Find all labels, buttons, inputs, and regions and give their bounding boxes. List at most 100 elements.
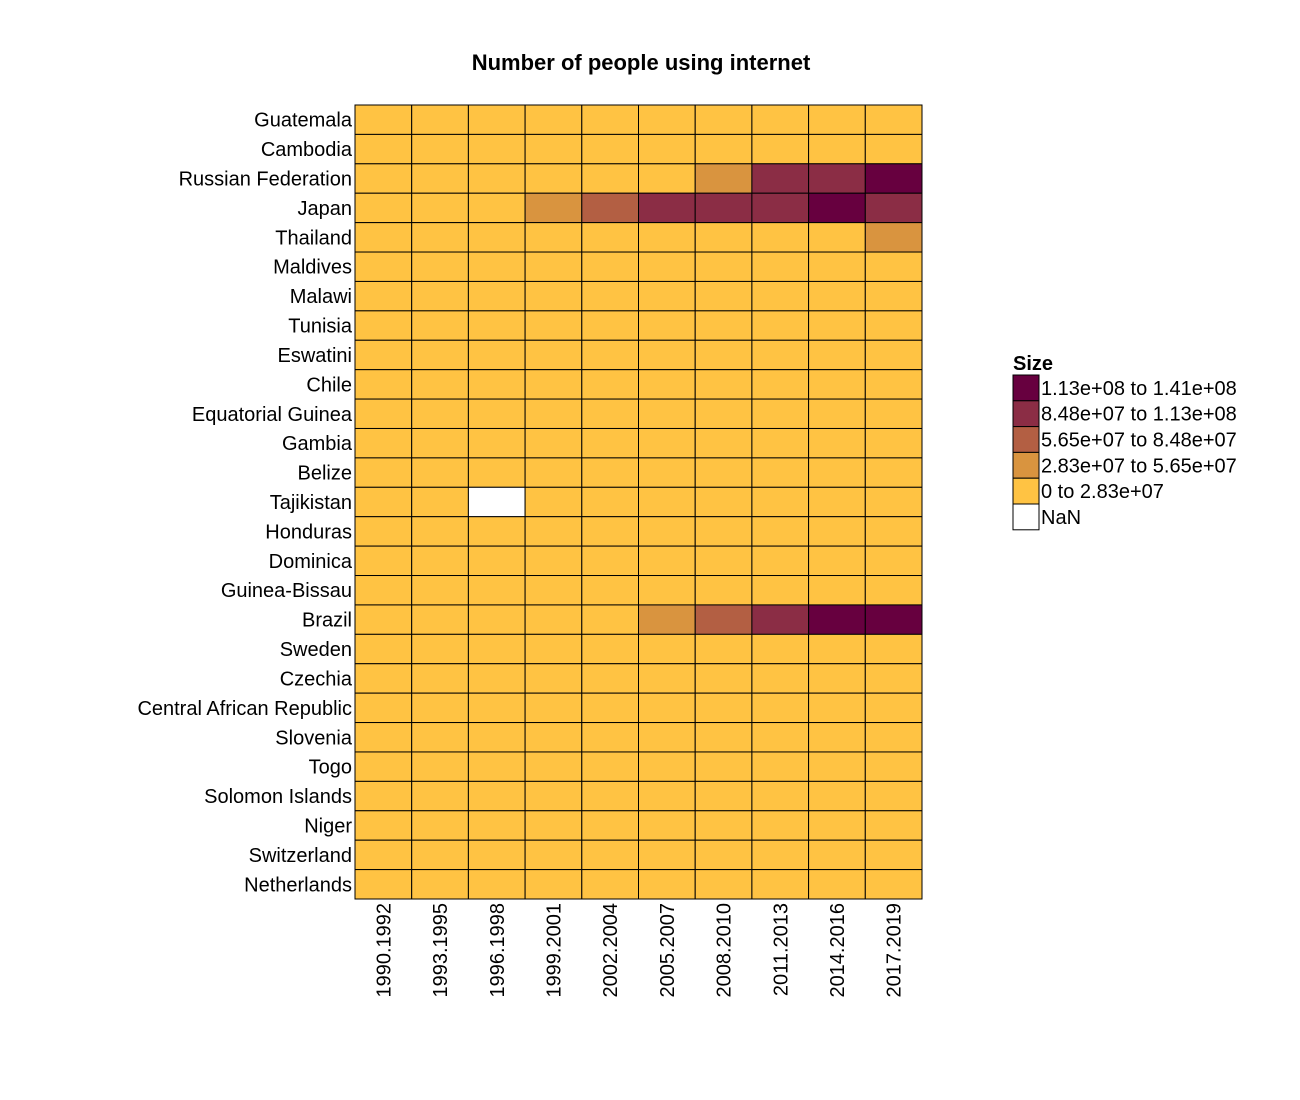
heatmap-cell [581,163,639,194]
y-tick-label: Tajikistan [270,492,352,514]
heatmap-cell [864,839,923,871]
heatmap-cell [524,692,583,724]
heatmap-cell [751,369,810,400]
heatmap-cell [638,310,696,341]
heatmap-cell [751,516,810,547]
heatmap-cell [864,810,923,841]
heatmap-cell [354,163,413,194]
heatmap-cell [581,369,639,400]
x-tick-label: 2017.2019 [884,903,906,998]
heatmap-cell [354,839,413,871]
heatmap-cell [808,163,866,194]
heatmap-cell [694,427,753,459]
heatmap-cell [467,163,526,194]
y-tick-label: Chile [306,374,352,396]
heatmap-cell [524,751,583,782]
heatmap-cell [581,516,639,547]
heatmap-cell [467,516,526,547]
heatmap-cell [411,575,469,606]
heatmap-cell [411,222,469,253]
y-tick-label: Brazil [302,610,352,632]
legend-items: 1.13e+08 to 1.41e+08 8.48e+07 to 1.13e+08… [1012,374,1237,531]
heatmap-cell [694,192,753,224]
heatmap-cell [354,869,413,900]
heatmap-cell [581,222,639,253]
heatmap-cell [864,222,923,253]
heatmap-cell [581,633,639,665]
heatmap-cell [581,133,639,165]
legend-swatch [1012,451,1040,479]
heatmap-cell [864,486,923,518]
heatmap-cell [808,192,866,224]
heatmap-cell [694,310,753,341]
heatmap-cell [638,192,696,224]
heatmap-cell [467,104,526,135]
chart-title: Number of people using internet [472,50,811,75]
heatmap-cell [638,369,696,400]
heatmap-cell [354,516,413,547]
heatmap-cell [694,104,753,135]
heatmap-cell [581,486,639,518]
heatmap-cell [694,133,753,165]
x-tick-label: 1993.1995 [430,903,452,998]
x-axis-labels: 1990.1992 1993.1995 1996.1998 1999.2001 2002… [373,903,905,998]
heatmap-cell [751,133,810,165]
heatmap-cell [411,516,469,547]
heatmap-cell [808,810,866,841]
heatmap-cell [524,310,583,341]
heatmap-cell [864,545,923,577]
heatmap-cell [411,427,469,459]
heatmap-cell [467,398,526,429]
heatmap-cell [467,780,526,812]
heatmap-cell [524,457,583,488]
heatmap-cell [467,222,526,253]
heatmap-cell [808,839,866,871]
heatmap-cell [864,516,923,547]
heatmap-cell [751,280,810,312]
y-tick-label: Guatemala [254,110,353,132]
y-tick-label: Russian Federation [179,169,352,191]
heatmap-cell [581,604,639,635]
heatmap-cell [467,339,526,371]
heatmap-cell [751,751,810,782]
heatmap-cell [354,545,413,577]
heatmap-cell [694,398,753,429]
heatmap-cell [751,457,810,488]
heatmap-cell [751,692,810,724]
heatmap-cell [581,780,639,812]
heatmap-cell [808,751,866,782]
heatmap-cell [638,222,696,253]
heatmap-cell [411,663,469,694]
heatmap-cell [694,163,753,194]
heatmap-cell [581,663,639,694]
heatmap-cell [411,369,469,400]
heatmap-cell [808,310,866,341]
heatmap-cell [638,545,696,577]
heatmap-cell [467,751,526,782]
heatmap-cell [808,222,866,253]
heatmap-cell [751,869,810,900]
heatmap-cell [581,810,639,841]
heatmap-cell [638,486,696,518]
heatmap-cell [638,457,696,488]
legend-swatch [1012,400,1040,428]
heatmap-cell [524,810,583,841]
heatmap-cell [751,575,810,606]
heatmap-cell [808,663,866,694]
x-tick-label: 1990.1992 [373,903,395,998]
heatmap-cell [808,780,866,812]
heatmap-cell [524,104,583,135]
heatmap-cell [524,722,583,753]
heatmap-cell [864,780,923,812]
heatmap-cell [467,310,526,341]
legend-label: NaN [1041,507,1081,529]
heatmap-cell [694,839,753,871]
y-tick-label: Niger [304,815,352,837]
heatmap-cell [638,692,696,724]
heatmap-cell [354,369,413,400]
heatmap-cell [751,339,810,371]
y-tick-label: Central African Republic [137,698,352,720]
heatmap-cell [581,104,639,135]
heatmap-cell [411,457,469,488]
